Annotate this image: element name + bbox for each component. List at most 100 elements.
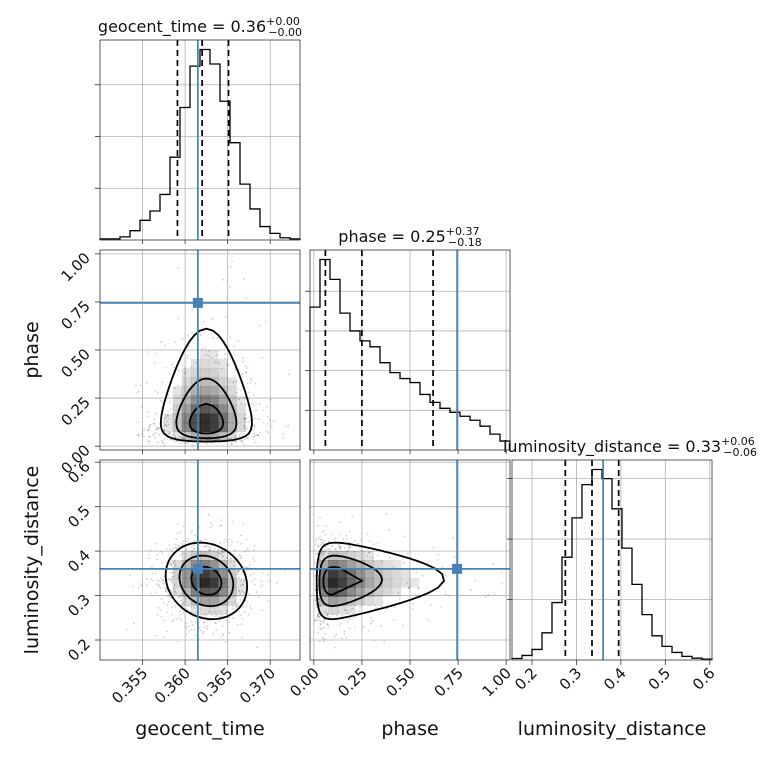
scatter-point [348,546,351,549]
scatter-point [233,553,236,555]
scatter-point [217,552,220,555]
scatter-point [203,545,206,548]
scatter-point [226,557,229,559]
scatter-point [249,605,251,608]
scatter-point [261,583,264,586]
scatter-point [324,615,326,617]
scatter-point [321,636,324,639]
scatter-point [163,602,165,605]
scatter-point [367,629,370,632]
scatter-point [322,619,325,622]
scatter-point [202,613,205,616]
scatter-point [164,590,167,593]
ylabel-luminosity_distance: luminosity_distance [21,466,43,655]
density-cell [209,596,219,606]
scatter-point [432,546,435,549]
scatter-point [250,580,253,582]
scatter-point [153,422,155,425]
ytick-label-phase-4: 1.00 [57,249,93,285]
scatter-point [323,539,325,542]
scatter-point [166,433,169,435]
scatter-point [227,363,230,366]
scatter-point [219,524,222,527]
scatter-point [236,573,239,575]
scatter-point [374,604,377,607]
ytick-label-luminosity_distance-2: 0.4 [64,546,94,576]
scatter-point [180,599,182,602]
scatter-point [253,425,256,427]
scatter-point [232,564,235,567]
scatter-point [175,547,177,549]
scatter-point [230,437,233,440]
scatter-point [239,584,242,587]
scatter-point [240,557,243,559]
scatter-point [317,613,319,615]
scatter-point [153,362,156,364]
density-cell [172,395,183,405]
scatter-point [149,549,152,552]
scatter-point [242,522,245,525]
scatter-point [316,614,319,617]
density-cell [172,560,183,570]
scatter-point [272,420,275,422]
scatter-point [437,559,439,561]
scatter-point [145,584,148,586]
scatter-point [177,369,180,372]
scatter-point [254,382,257,385]
scatter-point [244,397,247,399]
scatter-point [167,394,170,397]
scatter-point [163,423,166,425]
scatter-point [234,440,237,443]
density-cell [218,550,228,561]
density-cell [209,368,219,378]
scatter-point [227,438,229,441]
scatter-point [376,542,379,544]
scatter-point [369,540,371,543]
scatter-point [165,413,168,416]
scatter-point [253,426,256,428]
scatter-point [327,540,330,543]
scatter-point [487,594,490,596]
scatter-point [174,543,177,546]
scatter-point [348,530,351,533]
scatter-point [146,429,149,432]
scatter-point [151,566,153,568]
scatter-point [157,441,159,444]
scatter-point [167,431,170,433]
density-cell [346,587,356,597]
scatter-point [170,550,173,553]
scatter-point [246,427,249,429]
scatter-point [325,545,327,548]
scatter-point [320,539,323,541]
density-cell [355,587,365,597]
scatter-point [235,604,238,606]
scatter-point [206,625,209,628]
xtick-label-geocent_time-1: 0.360 [151,664,194,707]
scatter-point [240,542,243,545]
scatter-point [321,553,324,556]
scatter-point [212,317,215,320]
scatter-point [261,572,264,574]
scatter-point [237,570,240,573]
scatter-point [429,620,431,623]
scatter-point [221,633,224,635]
scatter-point [247,437,249,440]
scatter-point [326,614,329,617]
scatter-point [372,543,375,546]
scatter-point [241,360,244,363]
scatter-point [207,350,210,352]
scatter-point [250,377,252,380]
scatter-point [173,618,175,621]
scatter-point [161,580,163,583]
scatter-point [172,588,175,591]
scatter-point [233,601,236,604]
scatter-point [353,539,356,542]
scatter-point [157,427,160,430]
scatter-point [322,622,325,624]
scatter-point [172,561,175,564]
scatter-point [129,574,131,577]
scatter-point [227,554,230,557]
density-cell [209,359,219,369]
scatter-point [253,435,255,438]
scatter-point [270,425,273,428]
